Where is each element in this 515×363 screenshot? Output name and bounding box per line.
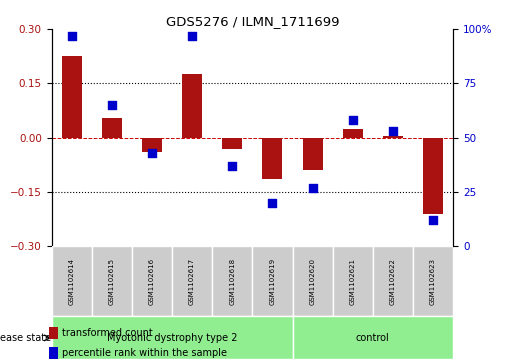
Text: GSM1102620: GSM1102620: [310, 258, 316, 305]
Text: GSM1102623: GSM1102623: [430, 258, 436, 305]
Bar: [222, 138, 243, 148]
Bar: [293, 246, 333, 317]
Bar: [142, 138, 162, 152]
Point: [67, 33, 76, 38]
Bar: [303, 138, 322, 170]
Text: disease state: disease state: [0, 333, 50, 343]
Bar: [182, 74, 202, 138]
Bar: [413, 246, 453, 317]
Text: control: control: [356, 333, 390, 343]
Title: GDS5276 / ILMN_1711699: GDS5276 / ILMN_1711699: [166, 15, 339, 28]
Text: GSM1102614: GSM1102614: [68, 258, 75, 305]
Point: [228, 163, 236, 169]
Point: [349, 117, 357, 123]
Point: [429, 217, 437, 223]
Text: GSM1102615: GSM1102615: [109, 258, 115, 305]
Bar: [333, 246, 373, 317]
Bar: [373, 246, 413, 317]
Point: [308, 185, 317, 191]
Bar: [132, 246, 172, 317]
Text: GSM1102617: GSM1102617: [189, 258, 195, 305]
Bar: [252, 246, 293, 317]
Text: GSM1102619: GSM1102619: [269, 258, 276, 305]
Bar: [172, 246, 212, 317]
Bar: [102, 118, 122, 138]
Text: percentile rank within the sample: percentile rank within the sample: [62, 348, 227, 358]
Bar: [92, 246, 132, 317]
Text: GSM1102621: GSM1102621: [350, 258, 356, 305]
Bar: [52, 246, 92, 317]
Text: GSM1102618: GSM1102618: [229, 258, 235, 305]
Bar: [62, 56, 81, 138]
Point: [148, 150, 156, 156]
Bar: [212, 246, 252, 317]
Bar: [383, 136, 403, 138]
Bar: [423, 138, 443, 214]
Bar: [52, 317, 293, 359]
Point: [389, 128, 397, 134]
Bar: [263, 138, 282, 179]
Bar: [293, 317, 453, 359]
Text: Myotonic dystrophy type 2: Myotonic dystrophy type 2: [107, 333, 237, 343]
Point: [188, 33, 196, 38]
Text: GSM1102616: GSM1102616: [149, 258, 155, 305]
Point: [108, 102, 116, 108]
Text: GSM1102622: GSM1102622: [390, 258, 396, 305]
Bar: [343, 129, 363, 138]
Text: transformed count: transformed count: [62, 328, 152, 338]
Point: [268, 200, 277, 206]
